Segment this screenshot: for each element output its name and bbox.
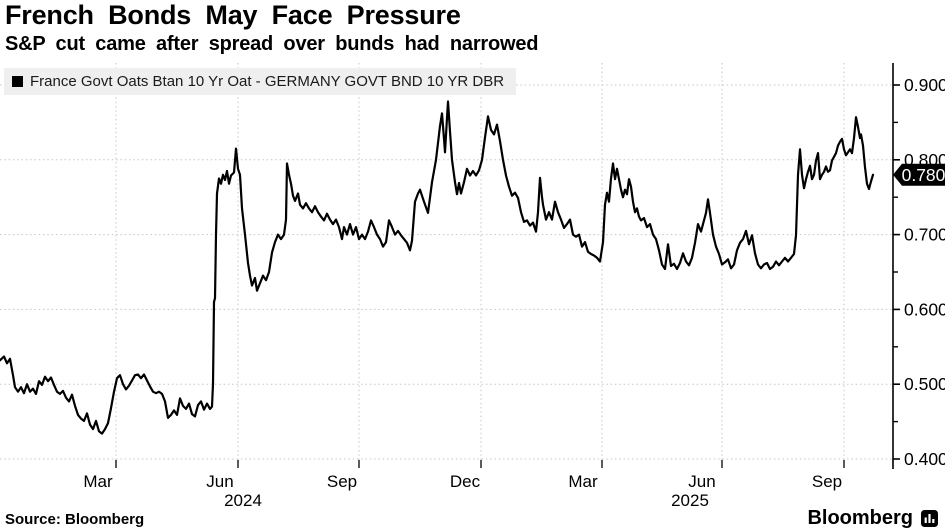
month-label: Dec [450,472,481,491]
bar-chart-icon [921,510,938,527]
last-value-label: 0.780 [902,165,945,185]
x-axis-labels: Mar Jun Sep Dec Mar Jun Sep 2024 2025 [83,472,842,510]
y-tick-label: 0.700 [904,225,945,245]
y-tick-label: 0.400 [904,449,945,469]
month-label: Jun [688,472,715,491]
y-tick-label: 0.500 [904,374,945,394]
month-label: Sep [327,472,357,491]
year-label: 2025 [671,491,709,510]
chart-subtitle: S&P cut came after spread over bunds had… [5,33,539,55]
legend-swatch-icon [12,76,23,87]
y-tick-label: 0.900 [904,75,945,95]
source-text: Source: Bloomberg [5,511,145,528]
month-label: Sep [812,472,842,491]
legend: France Govt Oats Btan 10 Yr Oat - GERMAN… [4,68,517,95]
bloomberg-logo: Bloomberg [807,507,938,530]
data-line [0,100,875,435]
chart-title: French Bonds May Face Pressure [5,0,461,30]
last-value-badge: 0.780 [893,163,945,186]
bloomberg-wordmark: Bloomberg [807,507,913,529]
year-label: 2024 [224,491,262,510]
legend-label: France Govt Oats Btan 10 Yr Oat - GERMAN… [30,73,505,90]
month-label: Mar [83,472,113,491]
month-label: Jun [206,472,233,491]
y-tick-label: 0.600 [904,299,945,319]
month-label: Mar [568,472,598,491]
